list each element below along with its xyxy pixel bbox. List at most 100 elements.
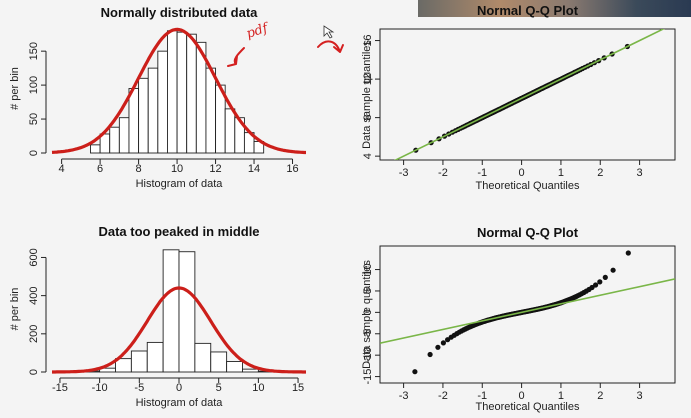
handwritten-annotations: pdf (227, 20, 344, 67)
histogram-bar (242, 368, 259, 373)
histogram-bar (157, 50, 168, 154)
histogram-bar (194, 342, 212, 373)
y-tick-label: 400 (28, 286, 40, 304)
y-tick-label: 10 (362, 263, 374, 275)
y-tick-label: 0 (28, 150, 40, 156)
y-tick-label: -15 (362, 369, 374, 385)
x-axis-label: Theoretical Quantiles (476, 180, 580, 192)
x-tick-label: 15 (292, 382, 304, 394)
x-axis-label: Histogram of data (136, 397, 224, 409)
density-curve (52, 286, 306, 374)
y-tick-label: 600 (28, 248, 40, 266)
y-tick-label: 200 (28, 325, 40, 343)
x-tick-label: 1 (558, 167, 564, 179)
qq-point (597, 279, 603, 285)
histogram-bar (130, 350, 148, 373)
histogram-bar (109, 126, 120, 154)
qq-point (610, 267, 616, 273)
x-tick-label: 0 (519, 167, 525, 179)
chart-title: Normally distributed data (101, 5, 259, 20)
histogram-bar (147, 67, 159, 154)
histogram-bar (226, 361, 243, 373)
histogram-bar (128, 88, 140, 154)
x-tick-label: 6 (97, 163, 103, 175)
y-axis-label: # per bin (9, 67, 21, 110)
histogram-bar (118, 117, 130, 154)
x-tick-label: 16 (286, 163, 298, 175)
y-axis-label: Data sample quantiles (361, 40, 373, 149)
x-tick-label: 4 (59, 163, 65, 175)
x-tick-label: 8 (136, 163, 142, 175)
qq-point (435, 344, 441, 350)
y-tick-label: 50 (28, 113, 40, 125)
y-tick-label: -10 (362, 347, 374, 363)
histogram-peaked-panel: Data too peaked in middle -15 -10 -5 0 5 10 15 H… (9, 224, 306, 409)
chart-title: Normal Q-Q Plot (477, 3, 579, 18)
y-tick-label: 150 (28, 42, 40, 60)
pdf-annotation-label: pdf (245, 20, 272, 42)
x-tick-label: 3 (637, 390, 643, 402)
x-tick-label: -1 (477, 390, 487, 402)
x-tick-label: 5 (216, 382, 222, 394)
x-tick-label: 1 (558, 390, 564, 402)
histogram-bar (162, 249, 180, 373)
curved-arrow-icon (317, 40, 344, 53)
y-tick-label: 8 (362, 115, 374, 121)
x-tick-label: 14 (248, 163, 260, 175)
x-tick-label: -2 (438, 390, 448, 402)
histogram-bar (138, 77, 149, 154)
x-tick-label: 3 (637, 167, 643, 179)
qq-point (625, 250, 631, 256)
y-tick-label: 0 (362, 309, 374, 315)
x-axis-label: Histogram of data (136, 178, 224, 190)
histogram-bar (186, 33, 197, 154)
x-tick-label: -5 (134, 382, 144, 394)
x-tick-label: -15 (52, 382, 68, 394)
density-curve (51, 27, 306, 155)
y-tick-label: -5 (362, 329, 374, 339)
mouse-cursor-icon (323, 25, 335, 39)
histogram-bar (224, 108, 236, 154)
histogram-normal-panel: Normally distributed data 4 6 8 10 12 14 16 Hist… (9, 5, 306, 190)
histogram-bar (176, 31, 188, 154)
curved-arrow-icon (227, 47, 245, 67)
y-tick-label: 100 (28, 76, 40, 94)
qq-point (602, 274, 608, 280)
y-tick-label: 12 (362, 73, 374, 85)
qq-reference-line (380, 278, 675, 344)
x-tick-label: 10 (171, 163, 183, 175)
qq-reference-line (393, 29, 666, 160)
x-tick-label: 2 (597, 390, 603, 402)
x-tick-label: -1 (477, 167, 487, 179)
qq-point (593, 282, 599, 288)
x-axis-label: Theoretical Quantiles (476, 401, 580, 413)
qq-point (440, 340, 446, 346)
histogram-bar (210, 351, 228, 373)
x-tick-label: -3 (399, 390, 409, 402)
x-tick-label: 2 (597, 167, 603, 179)
plot-frame (379, 245, 676, 384)
y-axis-label: # per bin (9, 288, 21, 331)
y-tick-label: 5 (362, 288, 374, 294)
x-tick-label: 12 (209, 163, 221, 175)
x-tick-label: -2 (438, 167, 448, 179)
webcam-overlay (418, 0, 691, 17)
histogram-bar (205, 67, 217, 154)
chart-title: Data too peaked in middle (98, 224, 259, 239)
histogram-bar (178, 251, 196, 373)
y-tick-label: 0 (28, 369, 40, 375)
chart-title: Normal Q-Q Plot (477, 225, 579, 240)
x-tick-label: -3 (399, 167, 409, 179)
x-tick-label: 0 (176, 382, 182, 394)
y-tick-label: 4 (362, 153, 374, 159)
qq-point (427, 351, 433, 358)
histogram-bar (167, 30, 178, 154)
qq-point (412, 369, 418, 375)
y-tick-label: 16 (362, 34, 374, 46)
x-tick-label: -10 (92, 382, 108, 394)
histogram-bar (90, 144, 101, 154)
x-tick-label: 0 (519, 390, 525, 402)
x-tick-label: 10 (252, 382, 264, 394)
